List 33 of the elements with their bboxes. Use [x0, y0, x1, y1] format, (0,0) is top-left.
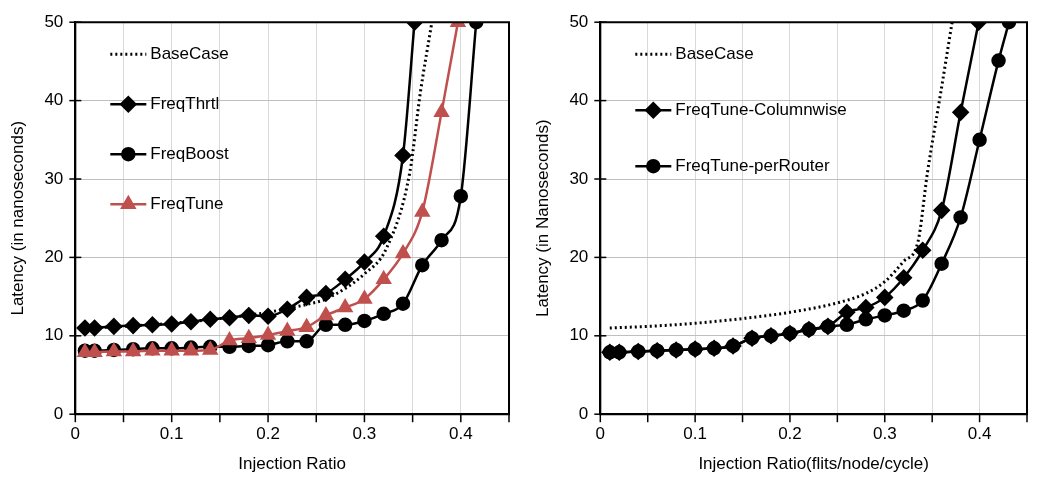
y-axis-title: Latency (in Nanoseconds): [532, 119, 552, 317]
y-axis-title: Latency (in nanoseconds): [7, 120, 27, 316]
y-tick-label: 50: [569, 11, 589, 31]
x-tick-label: 0.1: [683, 424, 707, 444]
x-tick-label: 0: [70, 424, 81, 444]
y-tick-label: 20: [44, 247, 64, 267]
x-tick-label: 0: [595, 424, 606, 444]
x-axis-title: Injection Ratio(flits/node/cycle): [698, 454, 929, 474]
legend-label: FreqTune-Columnwise: [675, 99, 847, 119]
y-tick-label: 0: [578, 403, 589, 423]
y-tick-label: 20: [569, 247, 589, 267]
x-tick-label: 0.4: [448, 424, 473, 444]
x-axis-title: Injection Ratio: [238, 454, 347, 474]
x-tick-label: 0.3: [352, 424, 377, 444]
y-tick-label: 50: [44, 11, 64, 31]
legend-label: FreqBoost: [150, 143, 230, 163]
legend-label: FreqTune: [150, 193, 224, 213]
y-tick-label: 40: [44, 90, 64, 110]
y-tick-label: 0: [53, 403, 64, 423]
legend-label: BaseCase: [675, 43, 754, 63]
x-tick-label: 0.1: [159, 424, 184, 444]
y-tick-label: 30: [44, 168, 64, 188]
y-tick-label: 10: [569, 325, 589, 345]
x-tick-label: 0.4: [967, 424, 992, 444]
x-tick-label: 0.3: [872, 424, 897, 444]
legend-label: FreqTune-perRouter: [675, 155, 830, 175]
y-tick-label: 30: [569, 168, 589, 188]
y-tick-label: 10: [44, 325, 64, 345]
x-tick-label: 0.2: [256, 424, 280, 444]
y-tick-label: 40: [569, 90, 589, 110]
legend-label: FreqThrtl: [150, 93, 220, 113]
legend-label: BaseCase: [150, 43, 229, 63]
x-tick-label: 0.2: [778, 424, 802, 444]
